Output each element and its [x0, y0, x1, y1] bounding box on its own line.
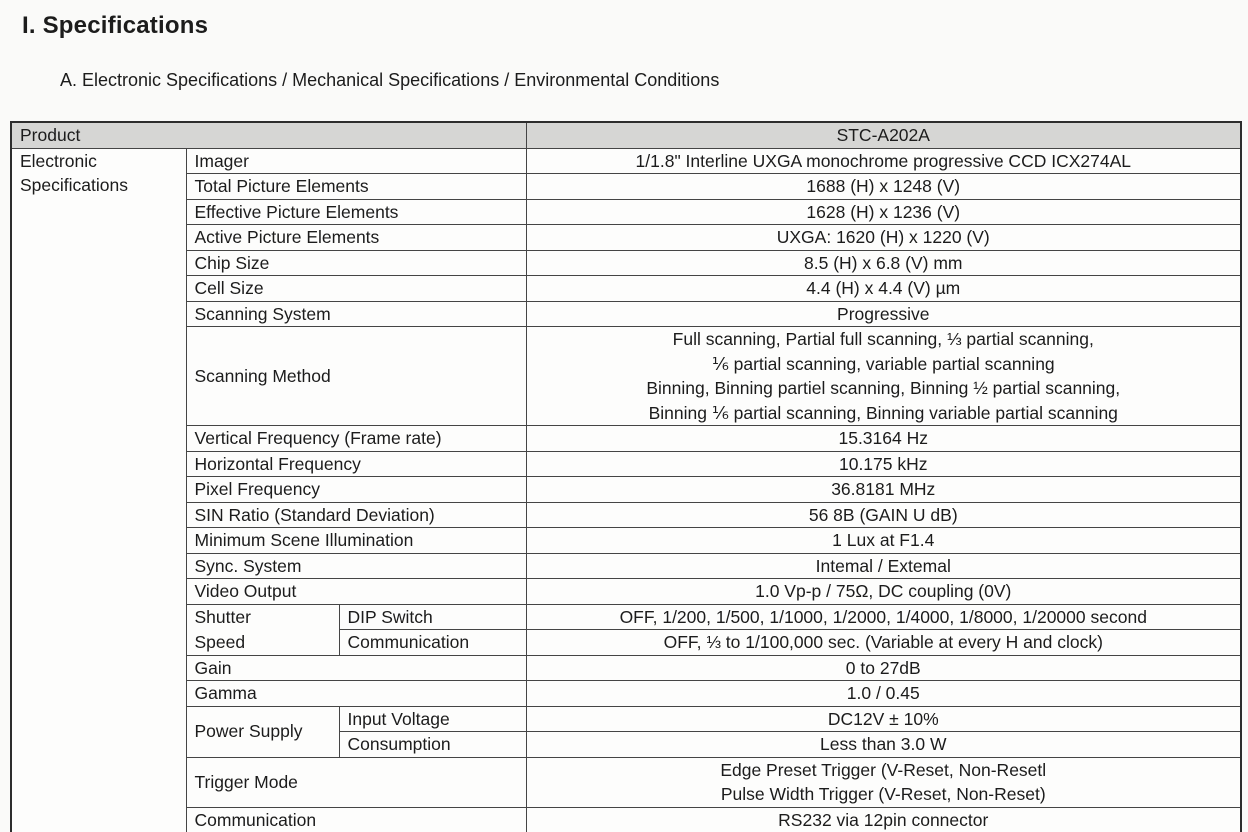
- row-label-cell: Cell Size: [185, 275, 527, 302]
- row-label-cell: Total Picture Elements: [185, 173, 527, 200]
- row-label-cell: Trigger Mode: [185, 756, 527, 808]
- row-label-cell: Scanning Method: [185, 326, 527, 426]
- value-line: ⅙ partial scanning, variable partial sca…: [711, 353, 1055, 374]
- section-label-cell: Electronic Specifications: [10, 147, 187, 832]
- section-label-line: Electronic: [20, 150, 97, 171]
- table-row: Cell Size 4.4 (H) x 4.4 (V) µm: [11, 275, 1242, 302]
- row-value-cell: Intemal / Extemal: [525, 552, 1242, 579]
- value-line: Binning, Binning partiel scanning, Binni…: [646, 378, 1121, 398]
- sub-row-label-cell: Consumption: [338, 731, 527, 758]
- row-label-cell: Communication: [185, 806, 527, 832]
- table-row: Chip Size 8.5 (H) x 6.8 (V) mm: [11, 249, 1242, 276]
- value-line: Pulse Width Trigger (V-Reset, Non-Reset): [720, 784, 1046, 804]
- row-value-cell: Edge Preset Trigger (V-Reset, Non-Resetl…: [525, 756, 1242, 808]
- row-value-cell: Less than 3.0 W: [525, 731, 1242, 758]
- value-line: Edge Preset Trigger (V-Reset, Non-Resetl: [720, 759, 1047, 780]
- row-label-cell: Imager: [185, 147, 527, 174]
- row-value-cell: DC12V ± 10%: [525, 705, 1242, 732]
- row-value-cell: 1688 (H) x 1248 (V): [525, 173, 1242, 200]
- product-header-cell: Product: [10, 121, 527, 149]
- table-row: Horizontal Frequency 10.175 kHz: [11, 450, 1242, 477]
- row-value-cell: 8.5 (H) x 6.8 (V) mm: [525, 249, 1242, 276]
- page-title: I. Specifications: [22, 12, 209, 39]
- row-label-cell: Chip Size: [185, 249, 527, 276]
- row-value-cell: RS232 via 12pin connector: [525, 806, 1242, 832]
- table-row: Vertical Frequency (Frame rate) 15.3164 H…: [11, 425, 1242, 452]
- group-label-cell: Power Supply: [185, 705, 340, 758]
- row-value-cell: 4.4 (H) x 4.4 (V) µm: [525, 275, 1242, 302]
- group-label-line: Speed: [194, 631, 246, 652]
- row-value-cell: Full scanning, Partial full scanning, ⅓ …: [525, 326, 1242, 426]
- sub-row-label-cell: DIP Switch: [338, 603, 527, 630]
- table-row: Minimum Scene Illumination 1 Lux at F1.4: [11, 527, 1242, 554]
- row-label-cell: Vertical Frequency (Frame rate): [185, 425, 527, 452]
- value-line: Full scanning, Partial full scanning, ⅓ …: [672, 329, 1094, 349]
- row-value-cell: 1 Lux at F1.4: [525, 527, 1242, 554]
- spec-table: Product STC-A202A Electronic Specificatio…: [10, 121, 1242, 832]
- sub-row-label-cell: Communication: [338, 629, 527, 656]
- section-label-line: Specifications: [20, 175, 128, 195]
- table-row: Power Supply Input Voltage DC12V ± 10%: [11, 705, 1242, 758]
- table-row: Electronic Specifications Imager 1/1.8" Int…: [10, 147, 1242, 832]
- row-value-cell: Progressive: [525, 300, 1242, 327]
- table-row: Shutter Speed DIP Switch OFF, 1/200, 1/500,…: [11, 603, 1242, 656]
- row-label-cell: Sync. System: [185, 552, 527, 579]
- row-value-cell: 1628 (H) x 1236 (V): [525, 198, 1242, 225]
- row-value-cell: UXGA: 1620 (H) x 1220 (V): [525, 224, 1242, 251]
- row-label-cell: Pixel Frequency: [185, 476, 527, 503]
- row-value-cell: 10.175 kHz: [525, 450, 1242, 477]
- row-value-cell: 56 8B (GAIN U dB): [525, 501, 1242, 528]
- row-label-cell: Gain: [185, 654, 527, 681]
- row-value-cell: 36.8181 MHz: [525, 476, 1242, 503]
- table-row: Total Picture Elements 1688 (H) x 1248 (V…: [11, 173, 1242, 200]
- table-row: SIN Ratio (Standard Deviation) 56 8B (GAI…: [11, 501, 1242, 528]
- table-row: Active Picture Elements UXGA: 1620 (H) x …: [11, 224, 1242, 251]
- row-label-cell: Effective Picture Elements: [185, 198, 527, 225]
- page-subtitle: A. Electronic Specifications / Mechanica…: [60, 70, 720, 90]
- table-row: Scanning System Progressive: [11, 300, 1242, 327]
- row-label-cell: Active Picture Elements: [185, 224, 527, 251]
- row-label-cell: Horizontal Frequency: [185, 450, 527, 477]
- table-header-row: Product STC-A202A: [10, 121, 1242, 149]
- product-value-cell: STC-A202A: [525, 121, 1242, 149]
- sub-row-label-cell: Input Voltage: [338, 705, 527, 732]
- spec-table-body: Product STC-A202A Electronic Specificatio…: [10, 121, 1242, 832]
- row-label-cell: Video Output: [185, 578, 527, 605]
- table-row: Gain 0 to 27dB: [11, 654, 1242, 681]
- row-value-cell: 1.0 / 0.45: [525, 680, 1242, 707]
- table-row: Communication OFF, ⅓ to 1/100,000 sec. (V…: [11, 629, 1242, 656]
- row-label-cell: Gamma: [185, 680, 527, 707]
- table-row: Scanning Method Full scanning, Partial fu…: [11, 326, 1242, 426]
- group-label-line: Shutter: [194, 607, 251, 627]
- row-value-cell: 0 to 27dB: [525, 654, 1242, 681]
- table-row: Trigger Mode Edge Preset Trigger (V-Reset…: [11, 756, 1242, 808]
- table-row: Sync. System Intemal / Extemal: [11, 552, 1242, 579]
- table-row: Consumption Less than 3.0 W: [11, 731, 1242, 758]
- table-row: Gamma 1.0 / 0.45: [11, 680, 1242, 707]
- row-label-cell: Scanning System: [185, 300, 527, 327]
- row-value-cell: OFF, 1/200, 1/500, 1/1000, 1/2000, 1/400…: [525, 603, 1242, 630]
- table-row: Pixel Frequency 36.8181 MHz: [11, 476, 1242, 503]
- table-row: Communication RS232 via 12pin connector: [11, 806, 1242, 832]
- spec-table-container: Product STC-A202A Electronic Specificatio…: [10, 121, 1242, 832]
- row-value-cell: 1.0 Vp-p / 75Ω, DC coupling (0V): [525, 578, 1242, 605]
- value-line: Binning ⅙ partial scanning, Binning vari…: [648, 402, 1118, 423]
- row-value-cell: 15.3164 Hz: [525, 425, 1242, 452]
- row-value-cell: OFF, ⅓ to 1/100,000 sec. (Variable at ev…: [525, 629, 1242, 656]
- row-value-cell: 1/1.8" Interline UXGA monochrome progres…: [525, 147, 1242, 174]
- table-row: Effective Picture Elements 1628 (H) x 123…: [11, 198, 1242, 225]
- group-label-cell: Shutter Speed: [185, 603, 340, 656]
- row-label-cell: SIN Ratio (Standard Deviation): [185, 501, 527, 528]
- table-row: Video Output 1.0 Vp-p / 75Ω, DC coupling …: [11, 578, 1242, 605]
- row-label-cell: Minimum Scene Illumination: [185, 527, 527, 554]
